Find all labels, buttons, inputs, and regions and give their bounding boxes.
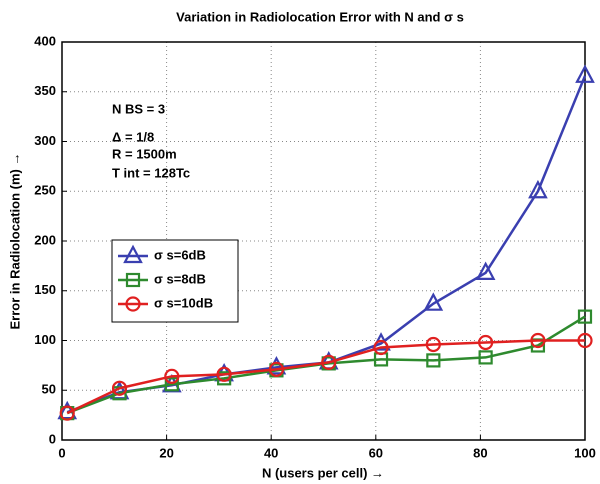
- marker: [478, 350, 493, 365]
- marker: [268, 361, 285, 377]
- x-tick-label: 0: [58, 445, 65, 460]
- marker: [164, 368, 180, 384]
- marker: [216, 366, 232, 382]
- marker: [164, 377, 179, 392]
- marker: [528, 179, 548, 199]
- y-tick-label: 400: [34, 33, 56, 48]
- annotation: R = 1500m: [112, 146, 177, 161]
- series-line: [66, 339, 585, 415]
- legend: σ s=6dB σ s=8dB σ s=10dB: [111, 239, 239, 323]
- marker: [266, 356, 287, 375]
- x-tick-label: 100: [574, 445, 596, 460]
- y-tick-label: 250: [34, 183, 56, 198]
- legend-marker: [125, 272, 141, 288]
- y-tick-label: 150: [34, 282, 56, 297]
- x-tick-label: 80: [473, 445, 487, 460]
- marker: [111, 380, 128, 396]
- marker: [321, 354, 337, 370]
- y-tick-label: 50: [42, 382, 56, 397]
- y-tick-label: 100: [34, 332, 56, 347]
- y-tick-label: 350: [34, 83, 56, 98]
- marker: [426, 353, 441, 368]
- x-axis-label: N (users per cell) →: [262, 465, 384, 480]
- marker: [59, 405, 75, 421]
- x-tick-label: 20: [159, 445, 173, 460]
- plot-frame: [61, 41, 586, 441]
- marker: [425, 336, 441, 353]
- x-tick-label: 40: [264, 445, 278, 460]
- legend-label: σ s=6dB: [154, 247, 206, 262]
- y-tick-label: 300: [34, 133, 56, 148]
- legend-marker: [123, 244, 143, 264]
- legend-label: σ s=8dB: [154, 271, 206, 286]
- legend-marker: [125, 296, 141, 312]
- marker: [575, 64, 595, 83]
- y-tick-label: 200: [34, 232, 56, 247]
- annotation: T int = 128Tc: [112, 165, 190, 180]
- y-axis-label: Error in Radiolocation (m) →: [7, 153, 22, 330]
- marker: [478, 334, 494, 351]
- chart-title: Variation in Radiolocation Error with N …: [176, 9, 464, 24]
- y-tick-label: 0: [49, 431, 56, 446]
- annotation: N BS = 3: [112, 101, 165, 116]
- legend-label: σ s=10dB: [154, 295, 213, 310]
- x-tick-label: 60: [369, 445, 383, 460]
- marker: [373, 339, 389, 356]
- marker: [577, 309, 593, 324]
- marker: [577, 332, 593, 349]
- annotation: Δ = 1/8: [112, 129, 154, 144]
- marker: [475, 261, 496, 280]
- marker: [530, 332, 546, 349]
- marker: [423, 292, 444, 311]
